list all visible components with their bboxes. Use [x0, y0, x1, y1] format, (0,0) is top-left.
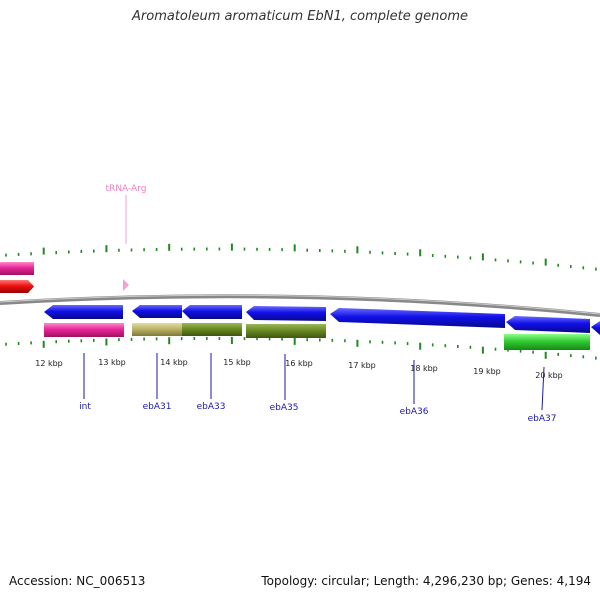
lower-tick-row: [5, 337, 597, 360]
genome-title: Aromatoleum aromaticum EbN1, complete ge…: [132, 9, 468, 24]
gene-label-ebA37[interactable]: ebA37: [528, 414, 557, 424]
gene-label-int[interactable]: int: [79, 402, 91, 412]
ruler-labels: 12 kbp 13 kbp 14 kbp 15 kbp 16 kbp 17 kb…: [35, 358, 563, 380]
ruler-label-16kbp: 16 kbp: [285, 359, 313, 368]
trna-arrow: [123, 279, 129, 291]
gene-arrow-red-left-edge[interactable]: [0, 280, 34, 293]
gene-arrow-int-upper[interactable]: [44, 305, 123, 319]
gene-arrow-ebA33-upper[interactable]: [182, 305, 242, 319]
gene-block-int-pink[interactable]: [44, 323, 124, 337]
ruler-label-20kbp: 20 kbp: [535, 371, 563, 380]
ruler-label-12kbp: 12 kbp: [35, 359, 63, 368]
gene-arrow-ebA37-upper[interactable]: [506, 316, 590, 333]
gene-block-ebA37-green[interactable]: [504, 334, 590, 350]
genome-summary-text: Topology: circular; Length: 4,296,230 bp…: [261, 574, 591, 588]
accession-text: Accession: NC_006513: [9, 574, 146, 588]
gene-block-ebA33-olive[interactable]: [182, 323, 242, 336]
gene-block-ebA31-khaki[interactable]: [132, 323, 182, 336]
ruler-label-15kbp: 15 kbp: [223, 358, 251, 367]
ruler-label-14kbp: 14 kbp: [160, 358, 188, 367]
trna-arg-feature[interactable]: tRNA-Arg: [106, 184, 147, 291]
trna-label: tRNA-Arg: [106, 184, 147, 194]
ruler-label-19kbp: 19 kbp: [473, 367, 501, 376]
gene-label-ebA31[interactable]: ebA31: [143, 402, 172, 412]
upper-tick-row: [5, 243, 597, 271]
gene-arrow-ebA35-upper[interactable]: [246, 306, 326, 321]
gene-label-leaders: [83, 353, 545, 411]
genome-backbone-highlight: [0, 294, 600, 315]
ruler-label-13kbp: 13 kbp: [98, 358, 126, 367]
gene-label-ebA35[interactable]: ebA35: [270, 403, 299, 413]
ruler-label-18kbp: 18 kbp: [410, 364, 438, 373]
gene-label-ebA33[interactable]: ebA33: [197, 402, 226, 412]
gene-block-ebA35-olive[interactable]: [246, 324, 326, 338]
gene-labels: int ebA31 ebA33 ebA35 ebA36 ebA37: [79, 402, 556, 424]
genome-backbone: [0, 294, 600, 317]
gene-arrow-right-edge[interactable]: [591, 321, 600, 335]
gene-label-ebA36[interactable]: ebA36: [400, 407, 429, 417]
gene-arrow-pink-left-edge[interactable]: [0, 262, 34, 275]
leader-ebA37: [541, 366, 545, 411]
gene-arrow-ebA36[interactable]: [330, 308, 505, 328]
gene-arrow-ebA31[interactable]: [132, 305, 182, 318]
ruler-label-17kbp: 17 kbp: [348, 361, 376, 370]
